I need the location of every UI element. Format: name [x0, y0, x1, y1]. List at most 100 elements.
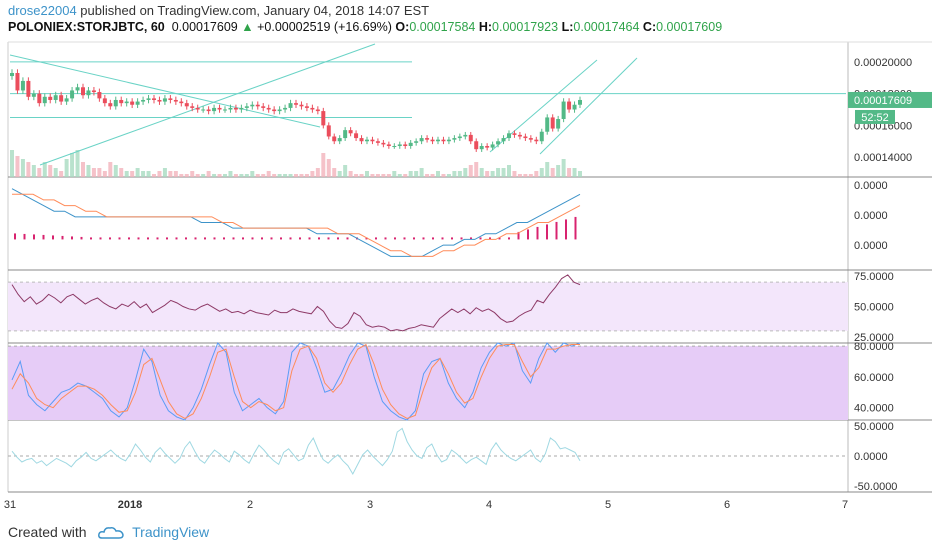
x-tick-label: 2018	[118, 499, 142, 511]
candle-body	[501, 138, 506, 142]
volume-bar	[146, 171, 151, 177]
candle-body	[392, 146, 397, 148]
volume-bar	[157, 171, 162, 177]
volume-bar	[212, 174, 217, 177]
volume-bar	[403, 174, 408, 177]
volume-bar	[223, 174, 227, 177]
volume-bar	[20, 159, 25, 177]
volume-bar	[430, 174, 435, 177]
candle-body	[239, 107, 244, 110]
candle-body	[507, 133, 511, 139]
candle-body	[10, 72, 14, 77]
macd-histogram-bar	[118, 237, 121, 240]
volume-bar	[168, 171, 173, 177]
volume-bar	[496, 168, 501, 177]
volume-bar	[436, 171, 440, 177]
volume-bar	[42, 162, 47, 177]
candle-body	[567, 101, 572, 110]
volume-bar	[490, 171, 495, 177]
candle-body	[452, 138, 457, 140]
macd-histogram-bar	[280, 237, 282, 240]
x-tick-label: 2	[247, 499, 253, 511]
volume-bar	[578, 171, 582, 177]
candle-body	[288, 103, 293, 108]
volume-bar	[326, 159, 331, 177]
volume-bar	[332, 168, 337, 177]
volume-bar	[343, 165, 348, 177]
candle-body	[359, 138, 364, 142]
volume-bar	[173, 171, 178, 177]
volume-bar	[441, 174, 446, 177]
macd-histogram-bar	[470, 237, 472, 240]
footer: Created with TradingView	[8, 524, 209, 540]
macd-histogram-bar	[213, 237, 216, 240]
macd-histogram-bar	[413, 237, 415, 240]
candle-body	[86, 90, 91, 96]
candle-body	[64, 98, 69, 102]
candle-body	[97, 92, 102, 99]
candle-body	[419, 138, 424, 142]
volume-bar	[108, 162, 113, 177]
macd-histogram-bar	[460, 237, 463, 240]
candle-body	[261, 106, 266, 108]
volume-bar	[288, 174, 293, 177]
volume-bar	[59, 171, 64, 177]
candle-body	[337, 138, 342, 142]
candle-body	[157, 99, 162, 102]
macd-histogram-bar	[61, 235, 64, 240]
candle-body	[512, 133, 517, 135]
macd-histogram-bar	[536, 226, 539, 240]
volume-bar	[81, 162, 85, 177]
candle-body	[141, 99, 146, 102]
volume-bar	[310, 171, 315, 177]
macd-histogram-bar	[451, 237, 453, 240]
tradingview-cloud-icon	[98, 527, 125, 540]
rsi-axis-label: 50.0000	[854, 302, 894, 314]
chart-canvas[interactable]: 31 2018 2 3 4 5 6 70.000200000.000160000.000140…	[0, 0, 932, 520]
candle-body	[168, 98, 173, 100]
rsi-line	[11, 274, 581, 332]
volume-bar	[195, 174, 200, 177]
volume-bar	[468, 165, 473, 177]
macd-histogram-bar	[251, 237, 254, 240]
trendline-up	[39, 43, 376, 166]
macd-histogram-bar	[422, 237, 425, 240]
candle-body	[354, 133, 359, 139]
candle-body	[173, 99, 178, 102]
volume-bar	[315, 168, 320, 177]
volume-bar	[375, 174, 380, 177]
volume-bar	[91, 168, 96, 177]
macd-histogram-bar	[261, 237, 263, 240]
volume-bar	[321, 153, 326, 177]
macd-histogram-bar	[232, 237, 235, 240]
macd-histogram-bar	[432, 237, 434, 240]
candle-body	[474, 141, 479, 150]
macd-histogram-bar	[175, 237, 178, 240]
macd-histogram-bar	[546, 224, 548, 240]
volume-bar	[414, 171, 419, 177]
volume-bar	[239, 174, 244, 177]
open-label: O:	[395, 20, 410, 34]
volume-bar	[304, 174, 309, 177]
candle-body	[375, 141, 380, 143]
volume-bar	[425, 174, 430, 177]
volume-bar	[299, 174, 304, 177]
candle-body	[201, 109, 206, 111]
macd-histogram-bar	[194, 237, 197, 240]
volume-bar	[206, 171, 211, 177]
candle-body	[370, 139, 375, 142]
candle-body	[386, 144, 391, 147]
tradingview-brand[interactable]: TradingView	[132, 524, 210, 540]
macd-axis-label: 0.0000	[854, 240, 888, 252]
candle-body	[190, 106, 195, 108]
candle-body	[528, 138, 533, 140]
candle-body	[146, 98, 151, 100]
macd-histogram-bar	[71, 236, 73, 240]
publish-text: published on TradingView.com, January 04…	[80, 3, 430, 18]
volume-bar	[283, 174, 288, 177]
author-name[interactable]: drose22004	[8, 3, 77, 18]
candle-body	[348, 130, 353, 134]
macd-histogram-bar	[403, 237, 406, 240]
candle-body	[206, 109, 211, 112]
macd-histogram-bar	[375, 237, 377, 240]
